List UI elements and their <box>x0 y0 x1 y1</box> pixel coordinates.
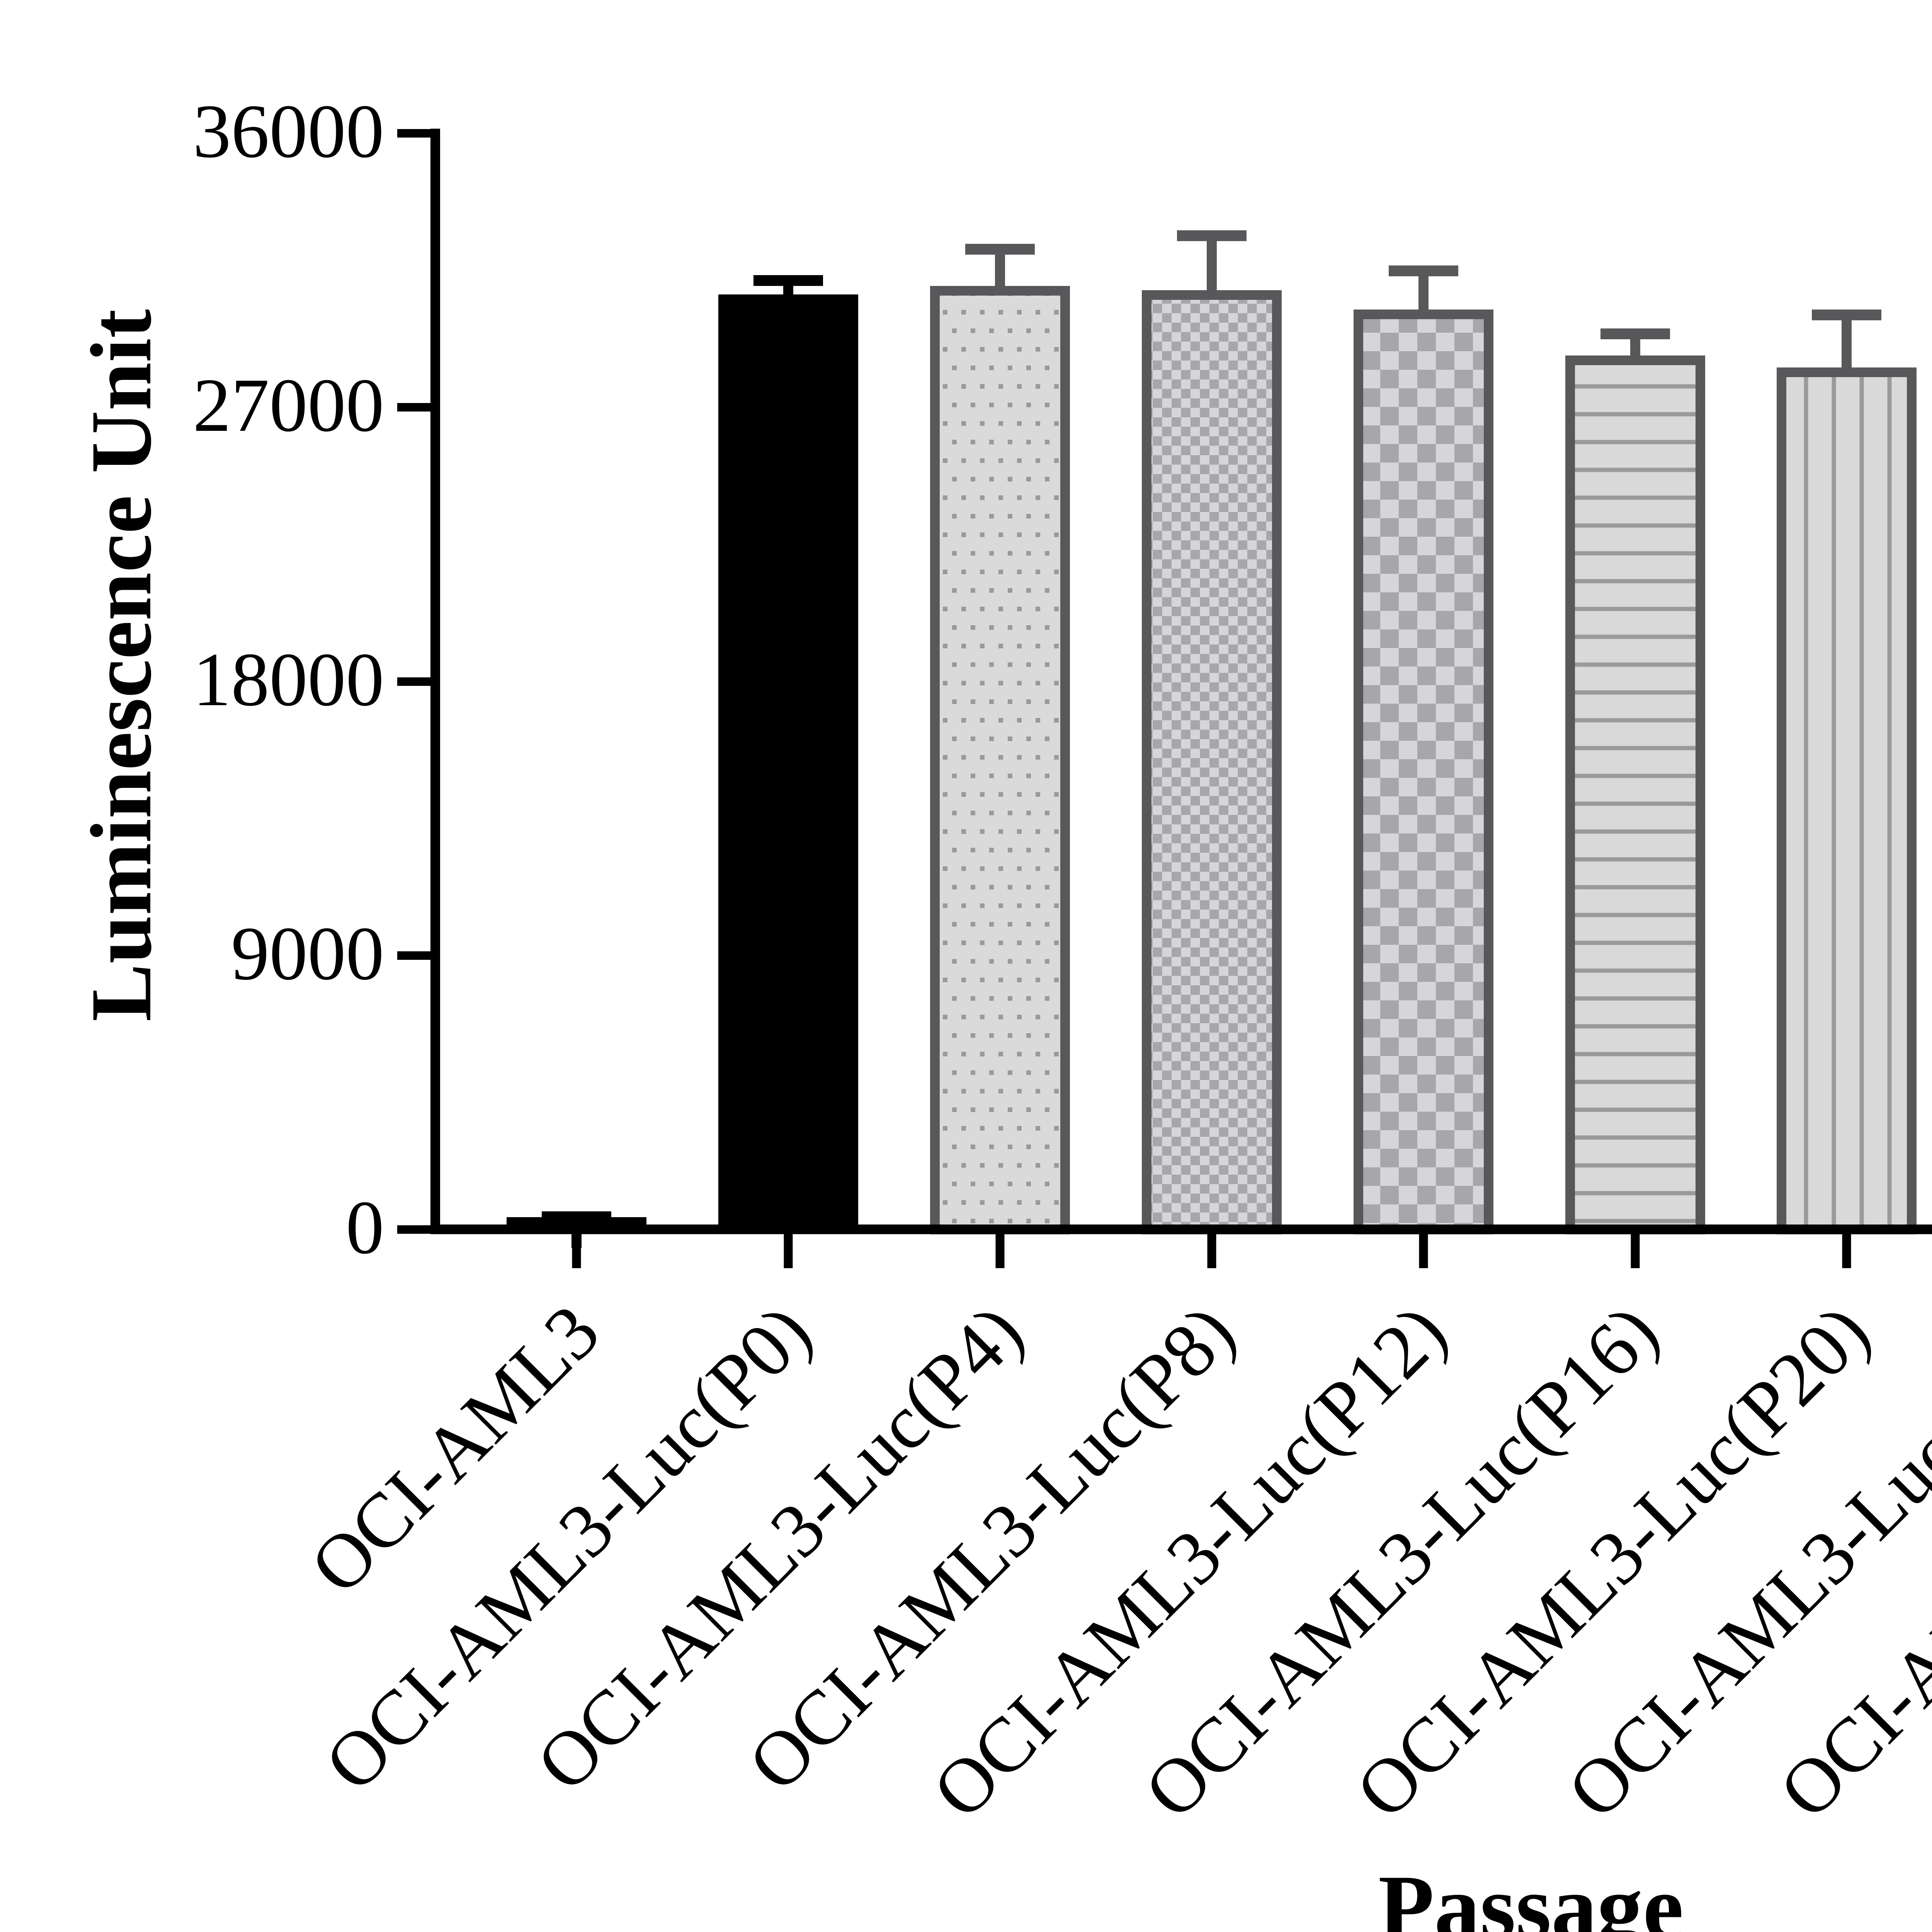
svg-text:27000: 27000 <box>193 363 384 447</box>
svg-text:0: 0 <box>346 1185 384 1270</box>
svg-text:Luminescence Unit: Luminescence Unit <box>73 309 169 1022</box>
svg-text:Passage: Passage <box>1378 1857 1684 1932</box>
svg-text:36000: 36000 <box>193 89 384 173</box>
svg-text:18000: 18000 <box>193 637 384 722</box>
svg-text:9000: 9000 <box>231 911 384 996</box>
